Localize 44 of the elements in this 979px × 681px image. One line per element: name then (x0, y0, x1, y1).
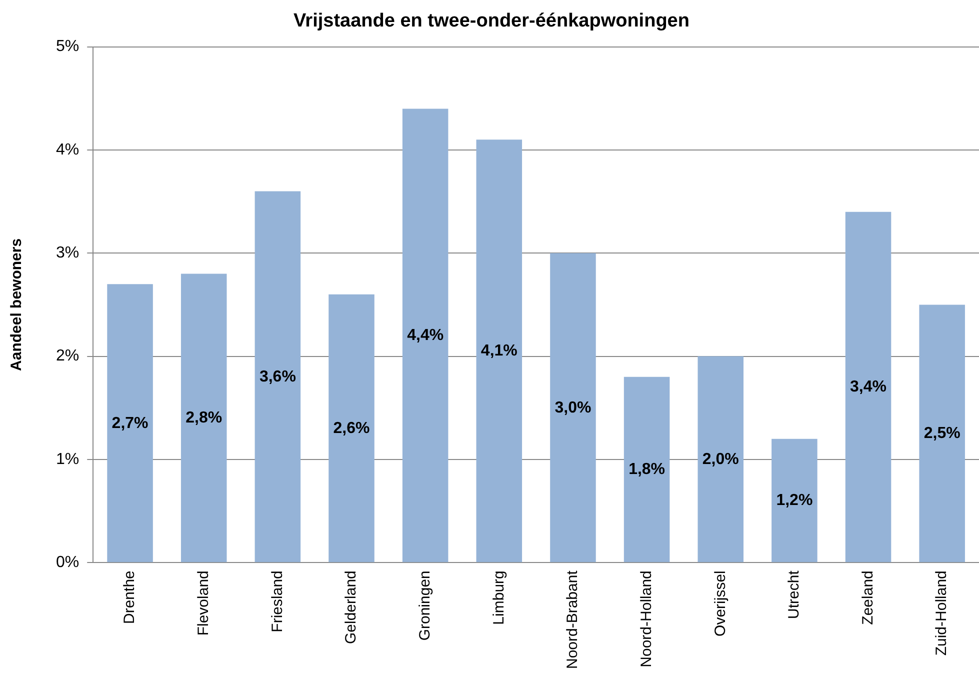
chart-title: Vrijstaande en twee-onder-éénkapwoningen (294, 10, 690, 32)
y-axis-title: Aandeel bewoners (8, 238, 26, 371)
data-label: 1,2% (776, 492, 813, 510)
data-label: 2,5% (924, 425, 960, 442)
x-tick-label: Gelderland (342, 570, 360, 644)
y-tick-label: 4% (56, 141, 80, 158)
bar (624, 376, 670, 562)
bar (845, 212, 892, 562)
x-tick-label: Noord-Holland (638, 570, 655, 668)
y-tick-label: 2% (56, 348, 80, 365)
data-label: 4,4% (407, 327, 444, 344)
data-label: 2,0% (702, 450, 739, 468)
y-tick-label: 1% (56, 450, 80, 468)
x-tick-label: Overijssel (712, 570, 729, 636)
y-tick-label: 5% (56, 38, 80, 56)
bar (698, 356, 744, 562)
bar (328, 294, 374, 562)
x-tick-label: Zuid-Holland (933, 570, 950, 656)
data-label: 1,8% (628, 461, 666, 478)
x-tick-label: Zeeland (859, 570, 876, 625)
data-label: 2,7% (112, 414, 148, 432)
data-label: 2,6% (333, 420, 370, 437)
bar (254, 191, 301, 562)
x-tick-label: Friesland (268, 570, 286, 632)
x-tick-label: Flevoland (195, 570, 212, 636)
bar (550, 253, 596, 562)
data-label: 3,4% (850, 378, 886, 396)
bar (107, 284, 153, 562)
bar (402, 108, 448, 562)
data-label: 3,0% (554, 399, 592, 416)
x-tick-label: Limburg (490, 570, 508, 625)
y-tick-label: 0% (56, 554, 80, 572)
bar (476, 140, 522, 562)
x-tick-label: Drenthe (121, 570, 138, 624)
x-tick-label: Utrecht (786, 570, 803, 619)
data-label: 4,1% (480, 342, 518, 360)
bar (180, 274, 227, 562)
x-tick-label: Groningen (416, 570, 434, 641)
data-label: 3,6% (259, 368, 296, 386)
data-label: 2,8% (186, 410, 222, 427)
bar (919, 304, 965, 562)
y-tick-label: 3% (56, 244, 80, 262)
bar (772, 438, 818, 562)
x-tick-label: Noord-Brabant (564, 570, 582, 670)
